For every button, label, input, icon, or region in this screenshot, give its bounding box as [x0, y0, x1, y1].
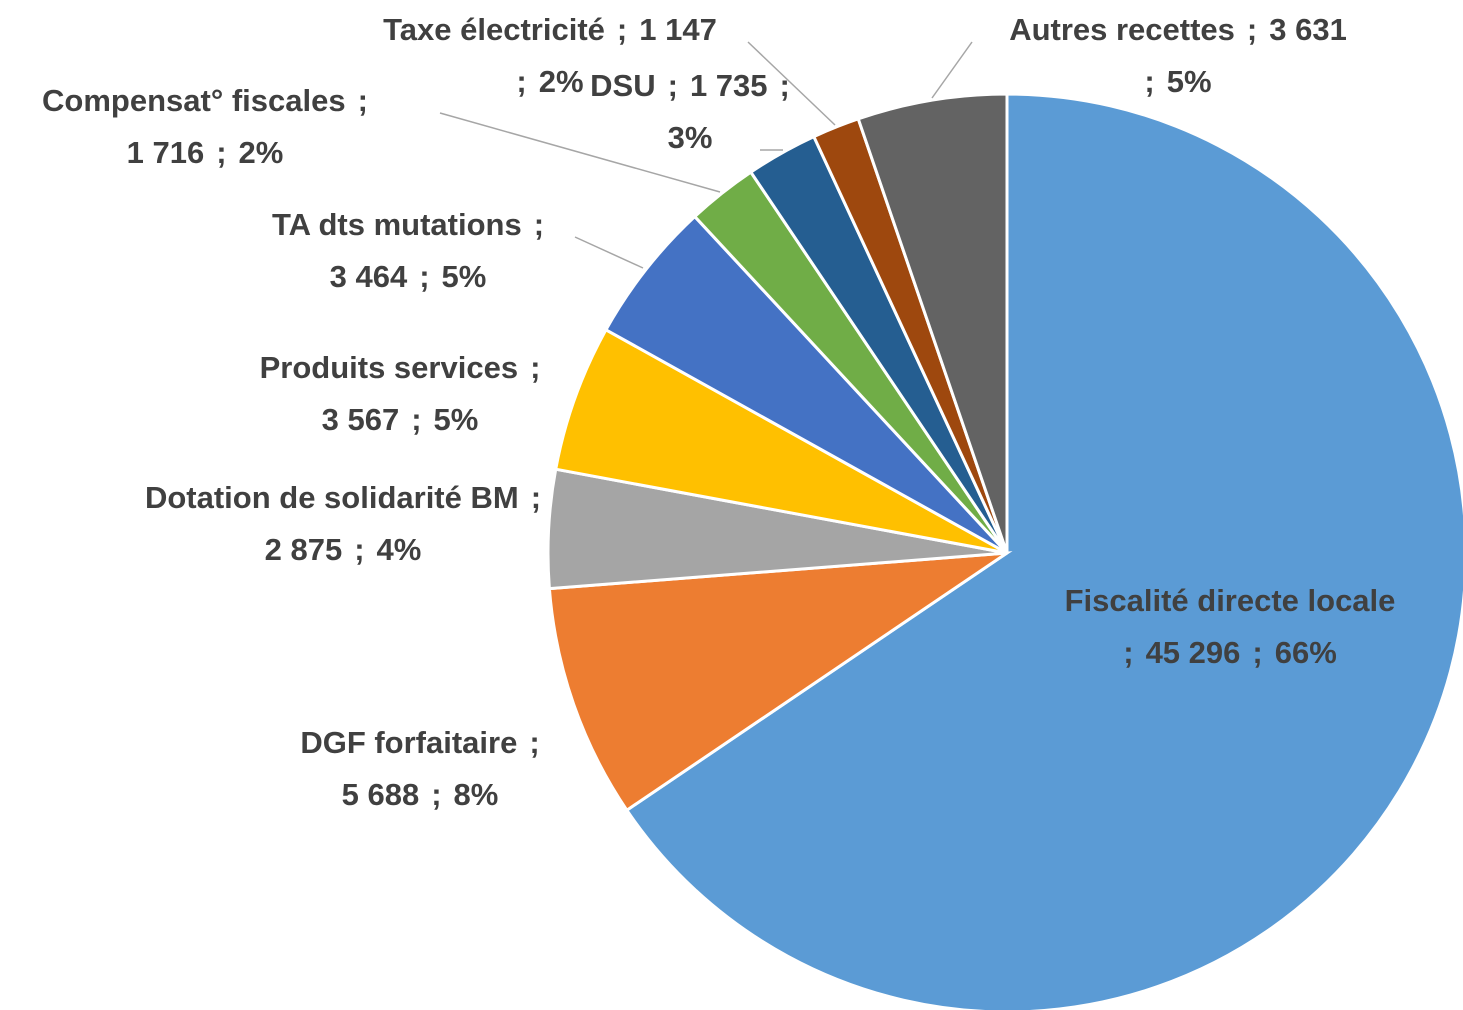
data-label: 2 875; 4% [265, 532, 422, 567]
label-part: 3 464 [330, 259, 408, 294]
label-part: 3 631 [1269, 12, 1347, 47]
label-part: 8% [454, 777, 499, 812]
label-part: Taxe électricité [383, 12, 605, 47]
label-part: Compensat° fiscales [42, 83, 346, 118]
label-part: 3% [668, 120, 713, 155]
data-label: ; 5% [1144, 64, 1211, 99]
label-part: 5% [1167, 64, 1212, 99]
label-part: ; [419, 259, 429, 294]
label-part: 3 567 [322, 402, 400, 437]
pie-slice [603, 214, 1009, 555]
data-label: 3 567; 5% [322, 402, 479, 437]
label-part: Dotation de solidarité BM [145, 480, 519, 515]
pie-slice [553, 327, 1008, 555]
data-label: ; 45 296; 66% [1123, 635, 1337, 670]
label-part: 5% [434, 402, 479, 437]
label-part: ; [529, 725, 539, 760]
label-part: ; [530, 350, 540, 385]
data-label: 5 688; 8% [342, 777, 499, 812]
label-part: TA dts mutations [272, 207, 522, 242]
label-part: 1 735 [690, 68, 768, 103]
label-part: 5% [442, 259, 487, 294]
label-part: DSU [590, 68, 655, 103]
pie-slice [856, 92, 1009, 554]
leader-line [747, 41, 836, 126]
label-part: 1 716 [127, 135, 205, 170]
data-label: Autres recettes; 3 631 [1009, 12, 1347, 47]
leader-line [931, 41, 973, 99]
pie-slice [624, 92, 1463, 1010]
label-part: Autres recettes [1009, 12, 1235, 47]
label-part: 2% [539, 64, 584, 99]
label-part: ; [516, 64, 526, 99]
label-part: ; [617, 12, 627, 47]
label-part: ; [1252, 635, 1262, 670]
label-part: ; [780, 68, 790, 103]
data-label: Compensat° fiscales; [42, 83, 368, 118]
label-part: 2% [239, 135, 284, 170]
label-part: Produits services [260, 350, 518, 385]
data-label: DSU; 1 735; [590, 68, 790, 103]
data-label: Produits services; [260, 350, 541, 385]
data-label: TA dts mutations; [272, 207, 544, 242]
data-label: 1 716; 2% [127, 135, 284, 170]
data-label: Dotation de solidarité BM; [145, 480, 541, 515]
data-label: ; 2% [516, 64, 583, 99]
label-part: ; [1123, 635, 1133, 670]
label-part: ; [216, 135, 226, 170]
label-part: ; [354, 532, 364, 567]
data-label: 3% [668, 120, 713, 155]
label-part: ; [1247, 12, 1257, 47]
label-part: 4% [377, 532, 422, 567]
label-part: 1 147 [639, 12, 717, 47]
pie-slice [547, 551, 1013, 813]
label-part: ; [531, 480, 541, 515]
label-part: 5 688 [342, 777, 420, 812]
data-label: Taxe électricité; 1 147 [383, 12, 717, 47]
label-part: DGF forfaitaire [300, 725, 517, 760]
label-part: ; [668, 68, 678, 103]
label-part: 66% [1275, 635, 1337, 670]
data-label: Fiscalité directe locale [1065, 583, 1396, 618]
label-part: ; [431, 777, 441, 812]
label-part: Fiscalité directe locale [1065, 583, 1396, 618]
label-part: 2 875 [265, 532, 343, 567]
label-part: ; [534, 207, 544, 242]
leader-line [574, 236, 644, 269]
label-part: 45 296 [1146, 635, 1241, 670]
data-label: 3 464; 5% [330, 259, 487, 294]
label-part: ; [358, 83, 368, 118]
data-label: DGF forfaitaire; [300, 725, 539, 760]
leader-line [439, 112, 721, 193]
label-part: ; [1144, 64, 1154, 99]
label-part: ; [411, 402, 421, 437]
